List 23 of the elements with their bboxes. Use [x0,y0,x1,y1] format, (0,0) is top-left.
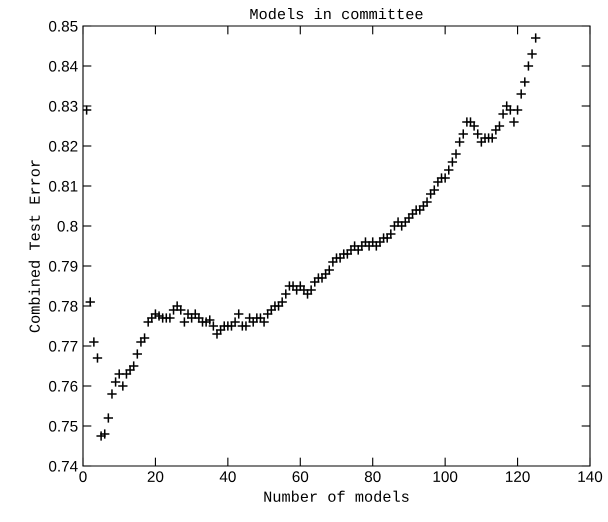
y-tick-label: 0.85 [49,20,78,32]
y-tick-label: 0.78 [49,300,78,312]
x-tick-label: 40 [220,471,236,482]
y-tick-label: 0.8 [58,220,78,232]
y-tick-label: 0.84 [49,60,78,72]
y-axis-title: Combined Test Error [28,160,40,332]
y-tick-label: 0.82 [49,140,78,152]
x-tick-label: 20 [148,471,164,482]
y-tick-label: 0.76 [49,380,78,392]
chart-title: Models in committee [250,8,423,20]
y-tick-label: 0.75 [49,420,78,432]
x-tick-label: 0 [79,471,87,482]
y-tick-label: 0.81 [49,180,78,192]
x-axis-title: Number of models [264,490,409,502]
y-tick-label: 0.77 [49,340,78,352]
y-tick-label: 0.83 [49,100,78,112]
x-tick-label: 120 [506,471,530,482]
x-tick-label: 80 [364,471,381,482]
y-tick-label: 0.79 [49,260,78,272]
y-tick-label: 0.74 [49,460,78,472]
x-tick-label: 100 [434,471,458,482]
x-tick-label: 140 [578,471,602,482]
x-tick-label: 60 [292,471,308,482]
